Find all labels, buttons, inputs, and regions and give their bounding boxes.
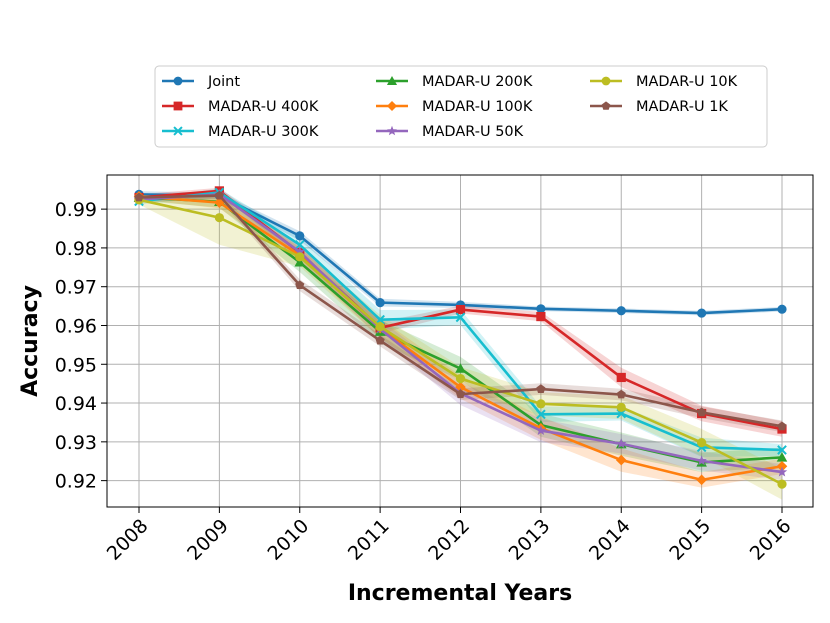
point-madar-u-10k: [295, 252, 305, 262]
y-tick-label: 0.97: [55, 277, 97, 299]
point-madar-u-1k: [536, 384, 546, 393]
point-madar-u-400k: [616, 372, 626, 383]
point-madar-u-300k: [294, 239, 305, 250]
point-madar-u-50k: [696, 455, 707, 466]
legend-label-madar-u-1k: MADAR-U 1K: [636, 99, 728, 115]
legend-marker-joint: [173, 76, 183, 86]
legend-entry-madar-u-200k: MADAR-U 200K: [376, 74, 533, 90]
x-tick-label: 2013: [505, 515, 555, 565]
point-madar-u-10k: [697, 438, 707, 448]
x-tick-label: 2015: [665, 515, 715, 565]
series-madar-u-1k: [134, 190, 787, 431]
y-tick-label: 0.98: [55, 238, 97, 260]
point-madar-u-10k: [616, 402, 626, 412]
legend-label-madar-u-10k: MADAR-U 10K: [636, 74, 738, 90]
point-madar-u-50k: [776, 466, 788, 477]
point-madar-u-10k: [536, 399, 546, 409]
legend: Joint MADAR-U 400K MADAR-U 300K MADAR-U 200…: [154, 65, 768, 148]
y-tick-label: 0.96: [55, 315, 97, 337]
point-madar-u-1k: [295, 280, 305, 290]
point-madar-u-10k: [455, 374, 466, 384]
legend-label-madar-u-50k: MADAR-U 50K: [422, 124, 524, 140]
point-madar-u-1k: [777, 421, 787, 431]
x-tick-label: 2009: [183, 515, 233, 565]
legend-entry-madar-u-10k: MADAR-U 10K: [590, 74, 738, 90]
y-axis-label: Accuracy: [18, 285, 43, 397]
legend-entry-madar-u-300k: MADAR-U 300K: [162, 124, 319, 140]
point-madar-u-1k: [616, 389, 626, 399]
point-joint: [777, 304, 787, 314]
point-madar-u-10k: [375, 322, 385, 332]
point-madar-u-300k: [375, 314, 385, 325]
band-madar-u-300k: [139, 188, 782, 457]
point-madar-u-10k: [214, 213, 224, 223]
point-madar-u-300k: [777, 445, 787, 455]
y-tick-label: 0.94: [55, 393, 97, 415]
band-madar-u-10k: [139, 190, 782, 500]
y-tick-label: 0.99: [55, 199, 97, 221]
point-madar-u-50k: [616, 438, 627, 449]
legend-marker-madar-u-50k: [386, 125, 398, 136]
point-madar-u-50k: [535, 425, 547, 436]
legend-marker-madar-u-1k: [601, 101, 611, 110]
legend-entry-madar-u-1k: MADAR-U 1K: [590, 99, 728, 115]
x-tick-label: 2012: [424, 515, 474, 565]
legend-entry-madar-u-400k: MADAR-U 400K: [162, 99, 319, 115]
point-madar-u-300k: [455, 312, 466, 323]
legend-box: [154, 65, 768, 148]
legend-marker-madar-u-10k: [601, 76, 611, 86]
point-madar-u-50k: [294, 246, 305, 257]
legend-entry-joint: Joint: [162, 74, 240, 90]
legend-entry-madar-u-100k: MADAR-U 100K: [376, 99, 533, 115]
point-joint: [697, 308, 707, 318]
point-madar-u-10k: [777, 479, 787, 489]
point-madar-u-400k: [536, 311, 546, 322]
legend-entry-madar-u-50k: MADAR-U 50K: [376, 124, 524, 140]
series-lines: [133, 186, 788, 489]
point-joint: [616, 306, 626, 316]
legend-marker-madar-u-200k: [386, 75, 398, 86]
y-tick-label: 0.93: [55, 432, 97, 454]
grid: [107, 175, 813, 507]
point-madar-u-100k: [776, 460, 788, 472]
point-madar-u-1k: [697, 407, 707, 417]
legend-label-madar-u-200k: MADAR-U 200K: [422, 74, 533, 90]
legend-label-madar-u-400k: MADAR-U 400K: [208, 99, 319, 115]
point-joint: [536, 304, 546, 314]
point-madar-u-1k: [375, 335, 385, 345]
point-madar-u-300k: [536, 409, 546, 420]
point-madar-u-1k: [455, 389, 466, 399]
point-madar-u-1k: [134, 192, 144, 202]
x-tick-label: 2008: [103, 515, 153, 565]
x-tick-label: 2014: [585, 515, 635, 565]
point-joint: [375, 298, 385, 308]
point-madar-u-100k: [615, 454, 627, 466]
x-tick-label: 2016: [746, 515, 796, 565]
legend-marker-madar-u-400k: [173, 101, 183, 111]
point-madar-u-200k: [455, 363, 466, 373]
y-tick-label: 0.92: [55, 471, 97, 493]
legend-label-madar-u-100k: MADAR-U 100K: [422, 99, 533, 115]
legend-marker-madar-u-100k: [386, 100, 398, 112]
x-tick-label: 2011: [344, 515, 394, 565]
legend-label-joint: Joint: [207, 74, 240, 90]
x-axis-label: Incremental Years: [348, 581, 572, 606]
point-madar-u-1k: [214, 190, 224, 200]
point-madar-u-400k: [455, 304, 466, 315]
point-madar-u-200k: [776, 452, 788, 462]
x-tick-label: 2010: [264, 515, 314, 565]
point-madar-u-200k: [294, 256, 306, 267]
legend-marker-madar-u-300k: [173, 126, 183, 136]
point-joint: [295, 231, 305, 241]
legend-label-madar-u-300k: MADAR-U 300K: [208, 124, 319, 140]
point-madar-u-100k: [696, 474, 707, 486]
y-tick-label: 0.95: [55, 354, 97, 376]
